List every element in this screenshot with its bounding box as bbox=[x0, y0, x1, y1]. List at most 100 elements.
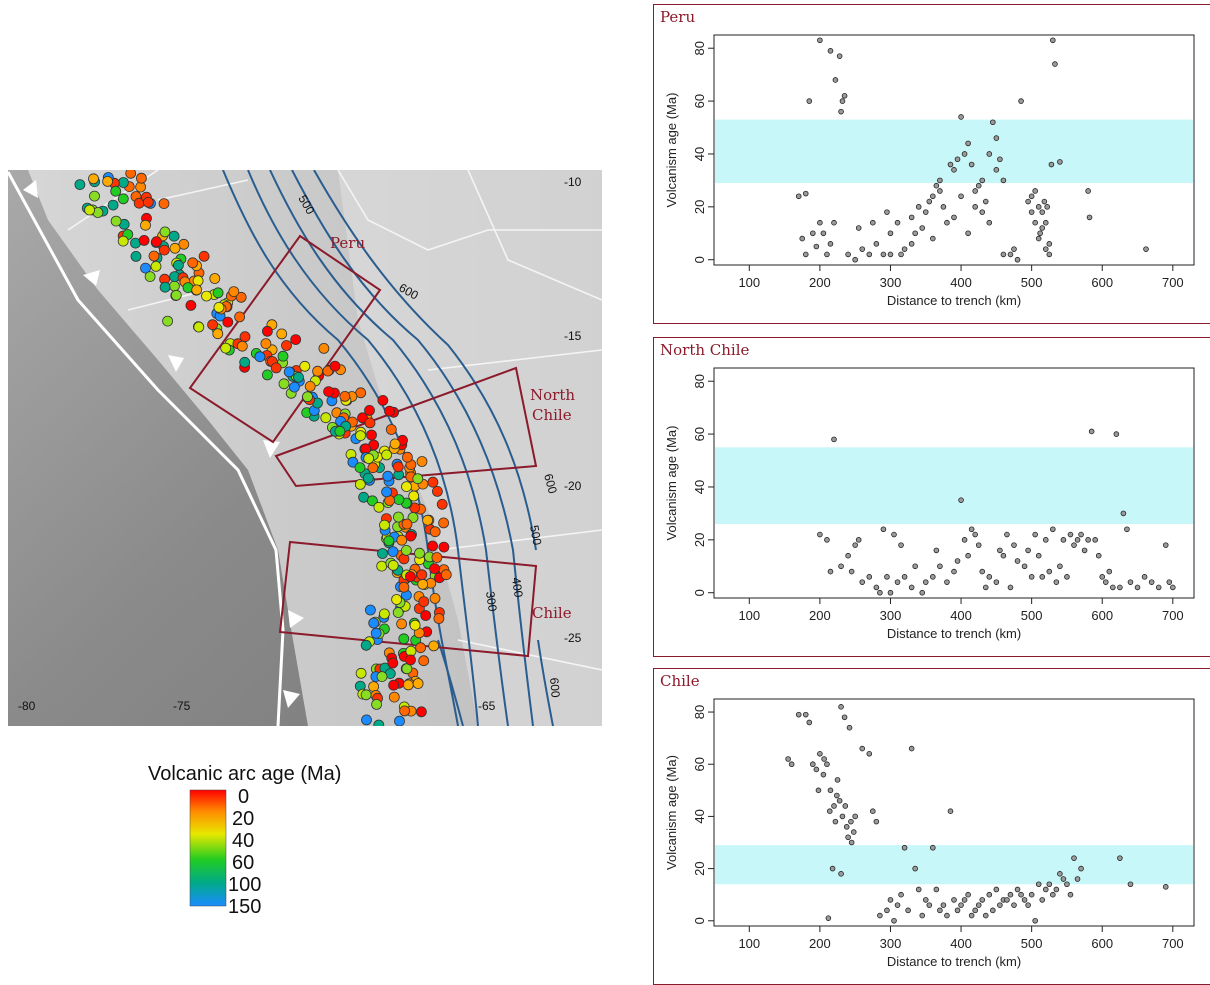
volcano-dot bbox=[382, 450, 392, 460]
data-point bbox=[934, 548, 939, 553]
data-point bbox=[945, 220, 950, 225]
volcano-dot bbox=[152, 237, 162, 247]
data-point bbox=[816, 788, 821, 793]
data-point bbox=[874, 585, 879, 590]
map-canvas: -10 -15 -20 -25 -80 -75 -65 Peru North C… bbox=[8, 170, 602, 726]
volcano-dot bbox=[390, 439, 400, 449]
volcano-dot bbox=[402, 519, 412, 529]
data-point bbox=[1050, 38, 1055, 43]
volcano-dot bbox=[208, 320, 218, 330]
volcano-dot bbox=[221, 343, 231, 353]
data-point bbox=[913, 231, 918, 236]
data-point bbox=[987, 574, 992, 579]
y-tick-label: 0 bbox=[692, 917, 707, 924]
volcano-dot bbox=[75, 180, 85, 190]
volcano-dot bbox=[421, 611, 431, 621]
data-point bbox=[983, 199, 988, 204]
volcano-dot bbox=[324, 387, 334, 397]
data-point bbox=[934, 183, 939, 188]
data-point bbox=[1110, 585, 1115, 590]
data-point bbox=[994, 580, 999, 585]
volcano-dot bbox=[262, 370, 272, 380]
data-point bbox=[840, 814, 845, 819]
volcano-dot bbox=[432, 553, 442, 563]
volcano-dot bbox=[389, 692, 399, 702]
data-point bbox=[830, 866, 835, 871]
data-point bbox=[952, 215, 957, 220]
volcano-dot bbox=[145, 272, 155, 282]
data-point bbox=[909, 585, 914, 590]
data-point bbox=[980, 178, 985, 183]
data-point bbox=[927, 199, 932, 204]
volcano-dot bbox=[214, 302, 224, 312]
data-point bbox=[1075, 537, 1080, 542]
data-point bbox=[916, 887, 921, 892]
volcano-dot bbox=[383, 471, 393, 481]
legend-tick-100: 100 bbox=[228, 874, 261, 896]
volcano-dot bbox=[393, 462, 403, 472]
data-point bbox=[980, 569, 985, 574]
data-point bbox=[895, 220, 900, 225]
data-point bbox=[885, 908, 890, 913]
lon-tick-75: -75 bbox=[173, 699, 191, 713]
volcano-dot bbox=[313, 366, 323, 376]
volcano-dot bbox=[361, 640, 371, 650]
volcano-dot bbox=[384, 536, 394, 546]
data-point bbox=[828, 788, 833, 793]
data-point bbox=[867, 574, 872, 579]
lat-tick-15: -15 bbox=[564, 329, 582, 343]
x-tick-label: 600 bbox=[1091, 275, 1113, 290]
data-point bbox=[1093, 537, 1098, 542]
data-point bbox=[1061, 877, 1066, 882]
data-point bbox=[948, 809, 953, 814]
region-label-chile: Chile bbox=[532, 604, 572, 622]
x-tick-label: 500 bbox=[1021, 608, 1043, 623]
data-point bbox=[987, 892, 992, 897]
data-point bbox=[959, 498, 964, 503]
volcano-dot bbox=[279, 379, 289, 389]
data-point bbox=[888, 231, 893, 236]
data-point bbox=[1068, 892, 1073, 897]
data-point bbox=[1029, 194, 1034, 199]
data-point bbox=[1008, 252, 1013, 257]
volcano-dot bbox=[173, 260, 183, 270]
volcano-dot bbox=[131, 251, 141, 261]
volcano-dot bbox=[388, 560, 398, 570]
data-point bbox=[833, 78, 838, 83]
data-point bbox=[825, 252, 830, 257]
data-point bbox=[1114, 432, 1119, 437]
volcano-dot bbox=[294, 372, 304, 382]
data-point bbox=[1057, 564, 1062, 569]
volcano-dot bbox=[143, 197, 153, 207]
data-point bbox=[969, 913, 974, 918]
volcano-dot bbox=[103, 176, 113, 186]
x-tick-label: 100 bbox=[738, 608, 760, 623]
region-label-peru: Peru bbox=[330, 234, 365, 252]
y-tick-label: 60 bbox=[692, 94, 707, 108]
volcano-dot bbox=[300, 361, 310, 371]
data-point bbox=[1043, 537, 1048, 542]
volcano-dot bbox=[355, 463, 365, 473]
data-point bbox=[990, 120, 995, 125]
data-point bbox=[817, 532, 822, 537]
data-point bbox=[1015, 559, 1020, 564]
volcano-dot bbox=[430, 564, 440, 574]
data-point bbox=[1026, 548, 1031, 553]
legend-title: Volcanic arc age (Ma) bbox=[148, 763, 341, 785]
y-tick-label: 20 bbox=[692, 200, 707, 214]
data-point bbox=[837, 54, 842, 59]
volcano-dot bbox=[365, 418, 375, 428]
data-point bbox=[1057, 159, 1062, 164]
data-point bbox=[839, 109, 844, 114]
data-point bbox=[1033, 918, 1038, 923]
data-point bbox=[966, 231, 971, 236]
volcano-dot bbox=[428, 477, 438, 487]
volcano-dot bbox=[361, 690, 371, 700]
x-axis-label: Distance to trench (km) bbox=[887, 954, 1021, 969]
data-point bbox=[966, 141, 971, 146]
volcano-dot bbox=[405, 572, 415, 582]
volcano-dot bbox=[429, 641, 439, 651]
y-tick-label: 20 bbox=[692, 861, 707, 875]
data-point bbox=[913, 866, 918, 871]
volcano-dot bbox=[437, 499, 447, 509]
